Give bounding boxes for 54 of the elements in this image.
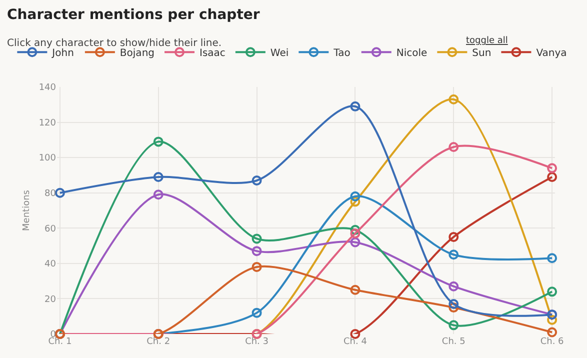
point — [448, 299, 459, 310]
x-tick-label: Ch. 5 — [442, 337, 466, 347]
x-tick-label: Ch. 3 — [245, 337, 269, 347]
y-axis-title: Mentions — [22, 190, 32, 231]
point — [252, 234, 262, 244]
point — [350, 191, 360, 202]
y-tick-label: 140 — [38, 83, 56, 94]
point — [350, 101, 360, 112]
point — [350, 224, 360, 235]
point — [153, 172, 164, 182]
legend-label: John — [51, 48, 74, 59]
point — [448, 94, 459, 104]
point — [547, 253, 558, 264]
point — [547, 327, 558, 338]
legend-label: Tao — [332, 48, 350, 59]
legend-label: Wei — [270, 48, 289, 59]
point — [252, 246, 262, 256]
x-tick-label: Ch. 2 — [146, 337, 170, 347]
y-tick-label: 80 — [44, 189, 56, 200]
point — [54, 188, 65, 198]
point — [252, 308, 262, 318]
legend-label: Nicole — [396, 48, 428, 59]
y-tick-label: 100 — [38, 154, 56, 164]
text: toggle all — [466, 36, 508, 46]
point — [448, 250, 459, 260]
point — [547, 314, 558, 325]
y-tick-label: 40 — [44, 260, 56, 270]
legend-label: Vanya — [536, 48, 567, 59]
point — [547, 163, 558, 174]
point — [448, 320, 459, 330]
point — [350, 284, 360, 295]
x-tick-label: Ch. 6 — [540, 337, 564, 347]
point — [350, 196, 360, 207]
point — [448, 142, 459, 152]
legend-label: Bojang — [120, 48, 155, 59]
point — [448, 232, 459, 242]
point — [448, 281, 459, 292]
x-tick-label: Ch. 4 — [343, 337, 368, 347]
point — [350, 237, 360, 248]
point — [252, 262, 262, 272]
point — [448, 302, 459, 313]
point — [350, 228, 360, 238]
y-tick-label: 60 — [44, 224, 56, 234]
chart-title: Character mentions per chapter — [7, 6, 260, 23]
point — [153, 136, 164, 147]
y-tick-label: 20 — [44, 294, 56, 305]
legend-label: Isaac — [200, 48, 226, 59]
point — [547, 172, 558, 182]
y-tick-label: 120 — [38, 118, 56, 128]
chart-subtitle: Click any character to show/hide their line. — [7, 38, 222, 49]
point — [153, 190, 164, 200]
point — [547, 286, 558, 297]
legend-label: Sun — [472, 48, 492, 59]
point — [252, 176, 262, 186]
